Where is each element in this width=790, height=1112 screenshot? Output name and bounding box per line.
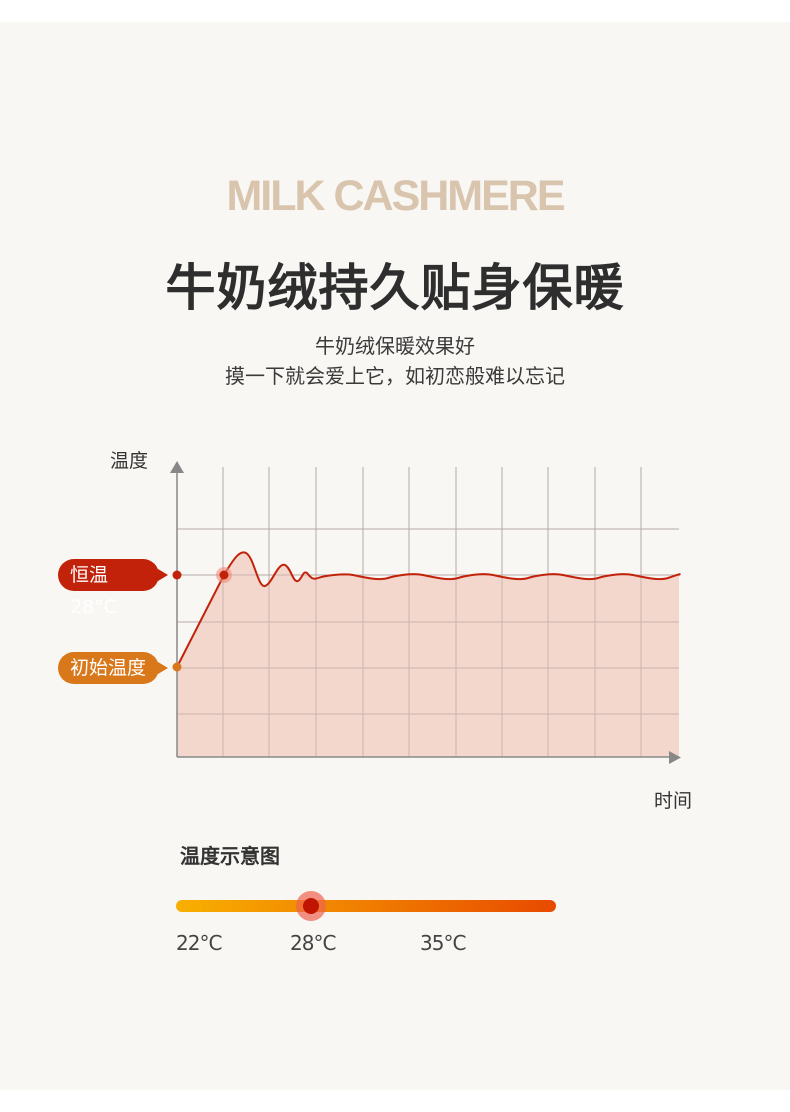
background-panel	[0, 22, 790, 1090]
legend-title: 温度示意图	[180, 844, 280, 868]
temperature-gradient-bar	[176, 900, 556, 912]
x-axis-arrow	[669, 751, 681, 764]
x-axis-label: 时间	[654, 790, 693, 812]
tick-35: 35°C	[420, 931, 466, 955]
english-title: MILK CASHMERE	[226, 172, 565, 220]
tick-28: 28°C	[290, 931, 336, 955]
initial-temp-tag: 初始温度	[58, 652, 168, 684]
y-axis-label: 温度	[110, 450, 149, 472]
tick-22: 22°C	[176, 931, 222, 955]
page-title: 牛奶绒持久贴身保暖	[165, 259, 625, 317]
temperature-knob	[303, 898, 319, 914]
area-fill	[177, 552, 680, 757]
subtitle-line-1: 牛奶绒保暖效果好	[315, 334, 475, 358]
y-axis-arrow	[170, 461, 184, 473]
grid-overlay	[177, 467, 679, 757]
constant-temp-tag: 恒温28°C	[58, 559, 168, 618]
constant-temp-marker	[172, 570, 182, 580]
reach-point	[219, 570, 229, 580]
temperature-curve	[176, 551, 681, 668]
initial-temp-marker	[172, 662, 182, 672]
subtitle-line-2: 摸一下就会爱上它，如初恋般难以忘记	[225, 364, 565, 388]
